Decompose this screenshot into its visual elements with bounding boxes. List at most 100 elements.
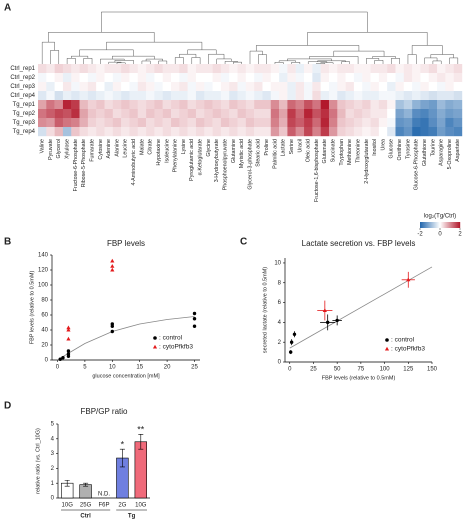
- heat-cell: [453, 127, 463, 137]
- heat-cell: [71, 82, 80, 92]
- point: [192, 317, 197, 321]
- column-label: Proline: [264, 139, 270, 156]
- heat-cell: [387, 127, 396, 137]
- heat-cell: [104, 73, 114, 83]
- colorbar-step: [458, 222, 460, 228]
- column-label: Succinate: [331, 139, 337, 162]
- heat-cell: [121, 64, 130, 74]
- colorbar-step: [445, 222, 447, 228]
- point: [322, 308, 327, 312]
- heat-cell: [204, 73, 213, 83]
- heat-cell: [146, 100, 155, 110]
- heat-cell: [229, 109, 238, 119]
- colorbar-step: [454, 222, 456, 228]
- heat-cell: [79, 127, 89, 137]
- heat-cell: [38, 64, 47, 74]
- heat-cell: [204, 82, 213, 92]
- colorbar-step: [447, 222, 449, 228]
- heat-cell: [370, 64, 380, 74]
- colorbar-tick-label: 0: [438, 232, 442, 238]
- heat-cell: [195, 91, 205, 101]
- heat-cell: [345, 73, 355, 83]
- heat-cell: [279, 64, 288, 74]
- dendrogram-branch: [255, 45, 360, 52]
- heat-cell: [337, 118, 346, 128]
- y-tick-label: 100: [38, 283, 49, 289]
- heat-cell: [420, 109, 429, 119]
- heat-cell: [262, 127, 271, 137]
- heat-cell: [279, 100, 288, 110]
- heat-cell: [179, 100, 188, 110]
- heat-cell: [137, 109, 147, 119]
- heat-cell: [137, 118, 147, 128]
- heat-cell: [104, 64, 114, 74]
- heat-cell: [229, 64, 238, 74]
- heat-cell: [129, 100, 138, 110]
- heat-cell: [370, 127, 380, 137]
- column-label: Phenylalanine: [173, 139, 179, 172]
- heat-cell: [320, 82, 330, 92]
- heat-cell: [403, 91, 413, 101]
- point: [66, 352, 71, 356]
- heat-cell: [304, 82, 313, 92]
- dendrogram-branch: [187, 49, 217, 55]
- column-label: Glutamine: [231, 139, 237, 163]
- heat-cell: [204, 100, 213, 110]
- heat-cell: [370, 100, 380, 110]
- heat-cell: [328, 127, 338, 137]
- dendrogram-branch: [101, 11, 368, 33]
- column-label: Malate: [139, 139, 145, 155]
- heat-cell: [295, 127, 305, 137]
- dendrogram-branch: [391, 58, 400, 64]
- heat-cell: [337, 73, 346, 83]
- heat-cell: [104, 100, 114, 110]
- colorbar-step: [451, 222, 453, 228]
- heat-cell: [345, 109, 355, 119]
- heat-cell: [112, 64, 122, 74]
- heat-cell: [62, 91, 72, 101]
- heat-cell: [445, 118, 454, 128]
- error-bar: [83, 482, 89, 487]
- heat-cell: [171, 127, 180, 137]
- y-tick-label: 120: [38, 268, 49, 274]
- dendrogram-branch: [71, 55, 89, 59]
- heat-cell: [112, 100, 122, 110]
- heat-cell: [328, 64, 338, 74]
- x-tick-label: 0: [56, 365, 60, 371]
- heat-cell: [262, 118, 271, 128]
- heat-cell: [154, 100, 163, 110]
- heat-cell: [38, 91, 47, 101]
- heat-cell: [195, 73, 205, 83]
- heat-cell: [96, 64, 105, 74]
- heat-cell: [112, 73, 122, 83]
- heat-cell: [154, 127, 163, 137]
- colorbar-label: log₂(Tg/Ctrl): [424, 214, 456, 220]
- heat-cell: [395, 100, 405, 110]
- heat-cell: [179, 127, 188, 137]
- heat-cell: [212, 73, 222, 83]
- heat-cell: [154, 109, 163, 119]
- heat-cell: [437, 118, 446, 128]
- y-tick-label: 0: [51, 496, 55, 502]
- heat-cell: [262, 64, 271, 74]
- dendrogram-branch: [66, 58, 76, 64]
- heat-cell: [187, 118, 197, 128]
- point: [110, 329, 114, 334]
- column-label: Fructose-6-Phosphate: [73, 139, 79, 191]
- colorbar-step: [446, 222, 448, 228]
- y-axis-label: relative ratio (vs. Ctrl_10G): [35, 428, 41, 494]
- heat-cell: [129, 118, 138, 128]
- heat-cell: [270, 127, 280, 137]
- dendrogram-branch: [145, 58, 163, 61]
- heat-cell: [279, 118, 288, 128]
- heat-cell: [320, 73, 330, 83]
- x-tick-label: 0: [288, 367, 292, 373]
- dendrogram-branch: [307, 32, 428, 46]
- heat-cell: [96, 118, 105, 128]
- colorbar-step: [441, 222, 443, 228]
- heat-cell: [312, 100, 321, 110]
- heat-cell: [445, 91, 454, 101]
- heat-cell: [79, 118, 89, 128]
- heat-cell: [212, 109, 222, 119]
- heat-cell: [46, 91, 55, 101]
